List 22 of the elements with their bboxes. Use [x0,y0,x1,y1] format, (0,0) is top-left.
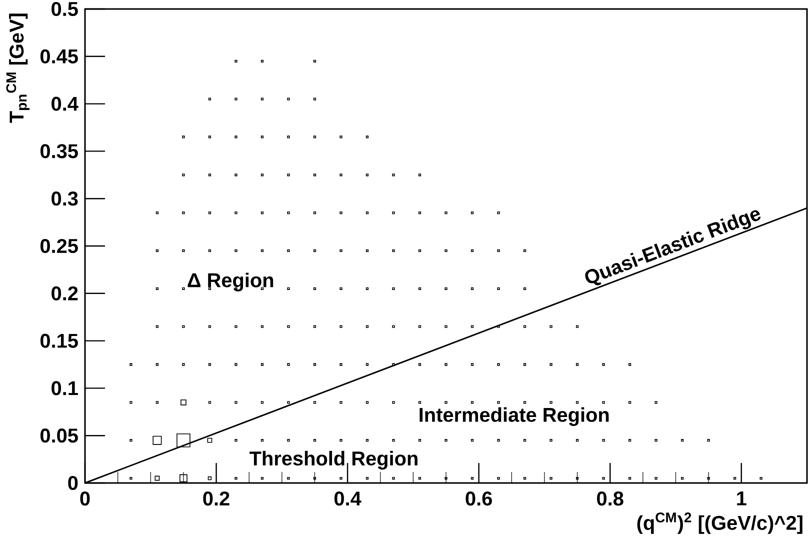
y-tick-label: 0 [68,476,78,490]
x-tick-label: 1 [737,492,746,506]
y-axis-title: T$_{pn}$$^{CM}$ [GeV] [6,14,30,123]
y-tick-label: 0.15 [40,334,78,348]
x-tick-label: 0.4 [334,492,362,506]
x-tick-label: 0.2 [203,492,230,506]
y-tick-label: 0.45 [40,49,78,64]
y-tick-label: 0.2 [52,286,78,300]
y-tick-label: 0.5 [52,2,78,16]
x-axis-title: (q$^{CM}$)$^{2}$ [(GeV/c)^2] [637,512,802,534]
x-tick-label: 0.6 [466,492,492,506]
y-tick-label: 0.3 [52,192,78,206]
y-tick-label: 0.4 [52,96,78,111]
annotation: Intermediate Region [420,407,609,426]
y-tick-label: 0.25 [40,238,78,254]
x-tick-label: 0 [80,492,90,506]
annotation: Threshold Region [250,450,418,470]
y-tick-label: 0.05 [40,428,78,443]
y-tick-label: 0.1 [52,381,78,396]
annotation: Δ Region [188,272,274,292]
x-tick-label: 0.8 [597,492,624,506]
y-tick-label: 0.35 [40,144,78,158]
